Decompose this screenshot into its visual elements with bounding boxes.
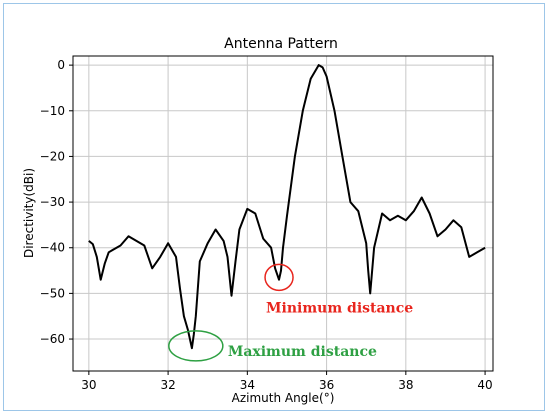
x-tick-label: 38 [398,378,413,392]
y-tick-label: −60 [40,332,65,346]
maximum-distance-label: Maximum distance [228,344,377,360]
grid [73,56,493,371]
y-tick-label: −30 [40,195,65,209]
x-tick-label: 36 [319,378,334,392]
y-tick-label: −20 [40,149,65,163]
y-tick-label: −40 [40,241,65,255]
annotations: Minimum distance Maximum distance [168,263,413,362]
y-tick-label: −10 [40,104,65,118]
plot-area-border [72,55,494,372]
maximum-distance-marker [168,330,224,362]
minimum-distance-marker [264,263,294,292]
y-axis-ticks: 0 −10 −20 −30 −40 −50 −60 [40,58,73,346]
chart-title: Antenna Pattern [224,36,338,52]
minimum-distance-label: Minimum distance [266,300,413,316]
x-tick-label: 30 [81,378,96,392]
x-tick-label: 40 [477,378,492,392]
y-tick-label: −50 [40,286,65,300]
x-axis-ticks: 30 32 34 36 38 40 [81,371,493,392]
y-axis-label: Directivity(dBi) [22,168,36,258]
x-tick-label: 34 [240,378,255,392]
figure-frame [3,3,545,411]
x-tick-label: 32 [160,378,175,392]
x-axis-label: Azimuth Angle(°) [232,391,335,405]
line-layer [88,64,486,350]
y-tick-label: 0 [57,58,65,72]
series-line [88,64,486,350]
